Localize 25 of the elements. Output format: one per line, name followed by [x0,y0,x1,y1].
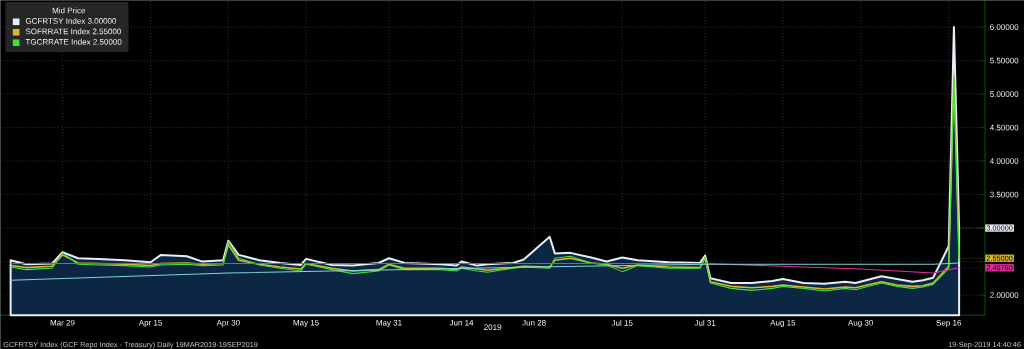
x-tick-label: Sep 16 [936,319,962,328]
y-tick-label: 5.00000 [990,91,1019,97]
x-tick-label: May 15 [293,319,319,327]
x-tick-label: Mar 29 [50,319,75,326]
legend-label: SOFRRATE Index 2.55000 [25,28,122,35]
x-tick-label: Apr 15 [138,319,163,327]
y-tick-label: 4.00000 [989,158,1019,164]
x-tick-label: Aug 30 [847,319,873,328]
x-tick-label: Jul 15 [611,319,633,326]
x-axis-title: 2019 [484,324,502,330]
legend-label: GCFRTSY Index 3.00000 [25,17,117,24]
x-tick-label: May 31 [376,319,402,328]
x-tick-label: Jun 28 [522,319,546,326]
x-tick-label: Jun 14 [449,319,474,326]
y-tick-label: 5.50000 [990,57,1019,64]
line-series [10,262,960,281]
legend-label: TGCRRATE Index 2.50000 [25,38,122,45]
x-tick-label: Aug 15 [770,319,796,327]
y-tick-label: 6.00000 [990,24,1019,30]
x-tick-label: Apr 30 [216,319,240,328]
legend-title: Mid Price [52,7,86,14]
y-tick-label: 3.50000 [990,191,1019,198]
y-tick-label: 2.00000 [990,292,1019,298]
x-tick-label: Jul 31 [694,319,716,326]
y-tick-label: 4.50000 [989,124,1019,131]
